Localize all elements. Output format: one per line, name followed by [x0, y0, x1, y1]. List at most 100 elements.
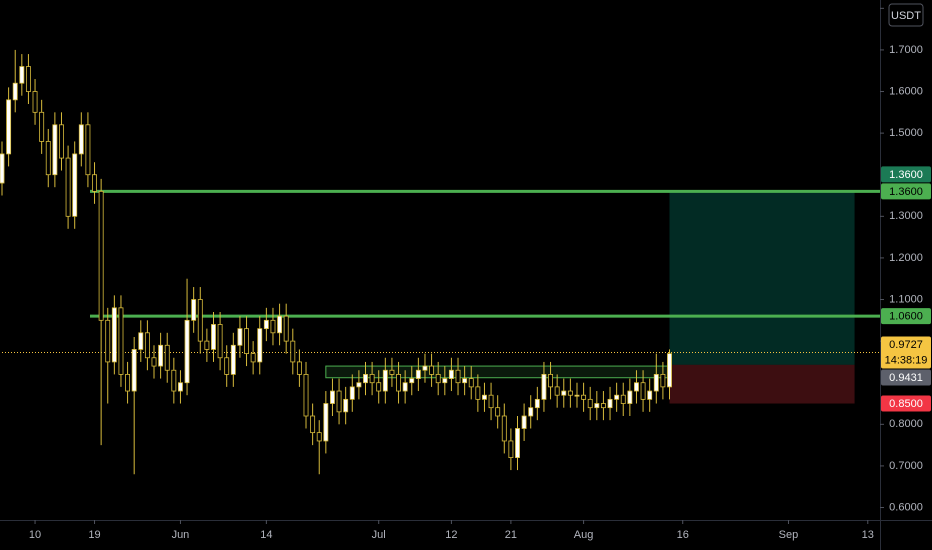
candle-body: [257, 328, 263, 363]
candle-body: [0, 153, 5, 184]
candle-body: [534, 398, 540, 409]
price-label: 0.9431: [889, 372, 923, 384]
candle-body: [138, 332, 144, 350]
candle-body: [567, 390, 573, 396]
candle-body: [211, 324, 216, 350]
price-label: 0.8500: [889, 398, 923, 410]
candle-body: [316, 432, 322, 442]
candle-body: [144, 332, 150, 359]
position-profit: [669, 191, 855, 365]
candle-body: [296, 361, 302, 375]
candle-body: [442, 378, 448, 384]
candle-body: [448, 369, 454, 379]
candle-body: [323, 403, 329, 442]
plot-area: [0, 49, 880, 475]
candle-body: [475, 386, 481, 400]
price-label: 0.9727: [889, 339, 923, 351]
currency-box[interactable]: [888, 3, 924, 27]
candle-body: [25, 66, 31, 92]
x-tick-label: 13: [862, 529, 874, 541]
candle-body: [6, 99, 12, 155]
candle-body: [587, 398, 593, 409]
candle-body: [600, 403, 606, 409]
candle-body: [660, 373, 666, 388]
y-tick-label: 1.1000: [889, 293, 923, 305]
candle-body: [151, 357, 157, 367]
x-tick-label: 12: [445, 529, 457, 541]
candle-body: [283, 315, 289, 342]
candle-body: [574, 394, 580, 397]
x-tick-label: Jun: [172, 529, 190, 541]
price-label-box: [881, 308, 931, 325]
candle-body: [561, 390, 567, 396]
candle-body: [204, 340, 210, 350]
x-tick-label: Sep: [779, 529, 799, 541]
y-tick-label: 0.8000: [889, 418, 923, 430]
candle-body: [111, 307, 117, 363]
y-tick-label: 0.7000: [889, 460, 923, 472]
candle-body: [197, 299, 203, 342]
candle-body: [310, 415, 316, 434]
candle-body: [369, 373, 375, 384]
candle-body: [541, 373, 547, 400]
candle-body: [290, 340, 296, 363]
candle-body: [277, 315, 283, 334]
candle-body: [131, 349, 137, 392]
x-tick-label: Jul: [372, 529, 386, 541]
candle-body: [52, 124, 58, 176]
candle-body: [349, 386, 355, 400]
candle-body: [125, 373, 131, 392]
candle-body: [237, 328, 243, 346]
candle-body: [244, 328, 249, 355]
candle-body: [92, 174, 97, 192]
candle-body: [376, 382, 382, 392]
candle-body: [343, 398, 349, 413]
candle-body: [594, 403, 600, 409]
candle-body: [554, 386, 560, 396]
candle-body: [422, 365, 428, 371]
candle-body: [528, 407, 534, 417]
candle-body: [488, 394, 494, 409]
candle-body: [105, 319, 111, 363]
candle-body: [435, 373, 441, 384]
candle-body: [98, 190, 104, 321]
y-tick-label: 0.6000: [889, 501, 923, 513]
candle-body: [515, 428, 520, 459]
countdown: 14:38:19: [885, 354, 928, 366]
candle-body: [429, 365, 435, 375]
candle-body: [12, 82, 18, 101]
x-tick-label: 19: [88, 529, 100, 541]
candle-body: [581, 394, 587, 400]
candle-body: [415, 369, 421, 379]
candle-body: [521, 415, 527, 429]
candle-body: [501, 415, 507, 442]
position-loss: [669, 364, 855, 404]
candle-body: [19, 66, 25, 84]
candle-body: [330, 390, 335, 404]
price-label-box: [881, 183, 931, 200]
price-label-box: [881, 336, 931, 369]
support-zone: [325, 365, 671, 379]
candle-body: [409, 378, 415, 384]
candle-body: [396, 373, 401, 392]
candle-body: [468, 378, 474, 388]
candle-body: [382, 369, 388, 392]
candle-body: [78, 124, 84, 155]
candle-body: [45, 141, 51, 176]
candle-body: [653, 373, 659, 392]
candle-body: [389, 369, 395, 375]
x-tick-label: 16: [677, 529, 689, 541]
candle-body: [85, 124, 91, 176]
candle-body: [402, 382, 408, 392]
candle-body: [72, 153, 78, 217]
candle-body: [32, 91, 38, 113]
price-label: 1.0600: [889, 311, 923, 323]
candle-body: [184, 319, 190, 384]
candle-body: [250, 353, 256, 363]
candle-body: [39, 111, 45, 142]
candle-body: [508, 440, 514, 458]
candle-body: [158, 344, 164, 367]
